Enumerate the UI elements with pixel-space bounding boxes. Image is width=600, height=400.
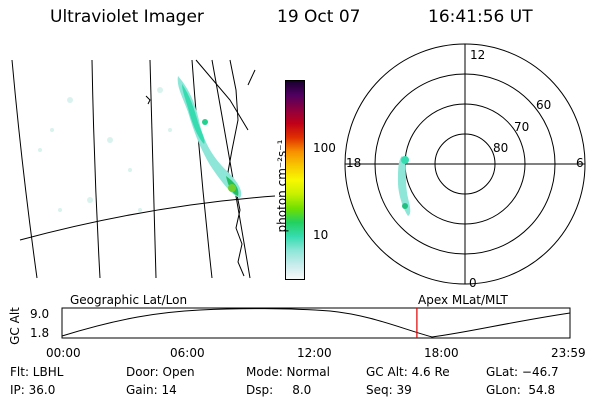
mlt-label-6: 6 (576, 156, 584, 170)
info-ip: IP: 36.0 (10, 383, 56, 397)
timeline-y-tick-high: 9.0 (30, 307, 50, 321)
info-seq: Seq: 39 (366, 383, 412, 397)
timeline-frame (61, 307, 571, 339)
mlt-label-12: 12 (470, 48, 486, 62)
info-dsp: Dsp: 8.0 (246, 383, 312, 397)
map-gridlines (11, 59, 276, 279)
observation-time: 16:41:56 UT (428, 7, 533, 27)
lat-label-80: 80 (493, 141, 509, 155)
info-gain: Gain: 14 (126, 383, 177, 397)
aurora-emission-geo (177, 76, 242, 198)
info-glat: GLat: −46.7 (486, 365, 559, 379)
info-gc-alt: GC Alt: 4.6 Re (366, 365, 450, 379)
aurora-emission-polar (398, 156, 411, 216)
mlt-label-0: 0 (469, 276, 477, 290)
timeline-right-label: Apex MLat/MLT (418, 293, 508, 307)
aurora-faint-spots (38, 87, 172, 212)
lat-label-60: 60 (536, 98, 552, 112)
colorbar-gradient (286, 81, 304, 279)
observation-date: 19 Oct 07 (277, 7, 361, 27)
timeline-x-tick-1: 06:00 (170, 346, 205, 360)
timeline-x-tick-2: 12:00 (297, 346, 332, 360)
info-mode: Mode: Normal (246, 365, 330, 379)
instrument-title: Ultraviolet Imager (50, 7, 204, 27)
info-glon: GLon: 54.8 (486, 383, 556, 397)
info-door: Door: Open (126, 365, 195, 379)
timeline-x-tick-0: 00:00 (46, 346, 81, 360)
colorbar (285, 80, 305, 280)
mlt-label-18: 18 (346, 156, 362, 170)
altitude-curve (61, 308, 571, 338)
info-filter: Flt: LBHL (10, 365, 64, 379)
timeline-y-tick-low: 1.8 (30, 326, 50, 340)
timeline-x-tick-4: 23:59 (551, 346, 586, 360)
timeline-x-tick-3: 18:00 (424, 346, 459, 360)
colorbar-tick-10: 10 (313, 228, 329, 242)
timeline-left-label: Geographic Lat/Lon (70, 293, 188, 307)
lat-label-70: 70 (514, 120, 530, 134)
colorbar-tick-100: 100 (313, 141, 336, 155)
